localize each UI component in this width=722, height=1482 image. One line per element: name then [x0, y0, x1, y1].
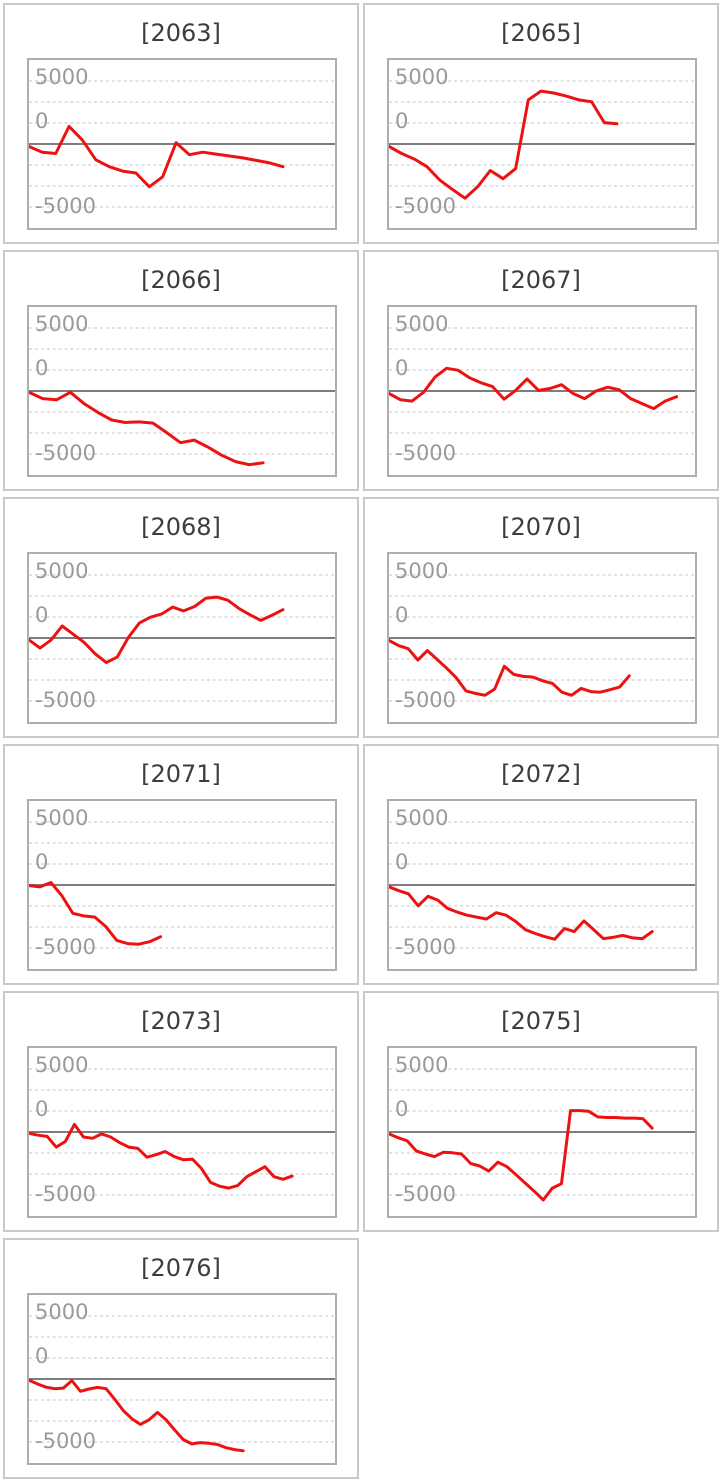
line-chart-svg [389, 327, 695, 455]
y-tick-0: 0 [395, 603, 409, 627]
y-tick-5000: 5000 [395, 559, 449, 583]
empty-cell [363, 1238, 719, 1479]
chart-title: [2073] [141, 1007, 221, 1035]
y-tick-5000: 5000 [35, 312, 89, 336]
y-tick-neg5000: -5000 [35, 688, 97, 712]
chart-card: [2072] 5000 0 -5000 [363, 744, 719, 985]
y-tick-neg5000: -5000 [35, 194, 97, 218]
y-tick-0: 0 [35, 109, 49, 133]
chart-card: [2066] 5000 0 -5000 [3, 250, 359, 491]
chart-card: [2073] 5000 0 -5000 [3, 991, 359, 1232]
y-tick-5000: 5000 [35, 559, 89, 583]
plot-area: 5000 0 -5000 [27, 58, 337, 230]
y-tick-5000: 5000 [395, 312, 449, 336]
y-tick-5000: 5000 [395, 1053, 449, 1077]
y-tick-5000: 5000 [35, 65, 89, 89]
data-line-2070 [389, 639, 631, 697]
line-chart-svg [29, 574, 335, 702]
y-tick-neg5000: -5000 [35, 1429, 97, 1453]
chart-card: [2068] 5000 0 -5000 [3, 497, 359, 738]
y-tick-5000: 5000 [395, 65, 449, 89]
data-line-2067 [389, 366, 679, 411]
data-line-2063 [29, 124, 285, 189]
y-tick-0: 0 [395, 109, 409, 133]
chart-title: [2076] [141, 1254, 221, 1282]
plot-area: 5000 0 -5000 [387, 799, 697, 971]
chart-card: [2075] 5000 0 -5000 [363, 991, 719, 1232]
chart-title: [2065] [501, 19, 581, 47]
y-tick-neg5000: -5000 [395, 194, 457, 218]
chart-title: [2070] [501, 513, 581, 541]
data-line-2071 [29, 881, 163, 946]
line-chart-svg [29, 80, 335, 208]
line-chart-svg [389, 821, 695, 949]
plot-area: 5000 0 -5000 [387, 58, 697, 230]
plot-area: 5000 0 -5000 [387, 305, 697, 477]
y-tick-0: 0 [395, 850, 409, 874]
y-tick-neg5000: -5000 [35, 935, 97, 959]
plot-area: 5000 0 -5000 [387, 1046, 697, 1218]
data-line-2066 [29, 390, 265, 467]
y-tick-0: 0 [395, 1097, 409, 1121]
data-line-2068 [29, 595, 285, 665]
line-chart-svg [389, 80, 695, 208]
line-chart-svg [29, 327, 335, 467]
y-tick-0: 0 [35, 356, 49, 380]
chart-card: [2065] 5000 0 -5000 [363, 3, 719, 244]
plot-area: 5000 0 -5000 [387, 552, 697, 724]
chart-title: [2067] [501, 266, 581, 294]
chart-card: [2067] 5000 0 -5000 [363, 250, 719, 491]
y-tick-neg5000: -5000 [395, 1182, 457, 1206]
data-line-2065 [389, 89, 619, 200]
y-tick-neg5000: -5000 [395, 688, 457, 712]
y-tick-0: 0 [35, 1097, 49, 1121]
y-tick-neg5000: -5000 [35, 441, 97, 465]
plot-area: 5000 0 -5000 [27, 1293, 337, 1465]
chart-card: [2071] 5000 0 -5000 [3, 744, 359, 985]
y-tick-0: 0 [395, 356, 409, 380]
chart-title: [2075] [501, 1007, 581, 1035]
y-tick-0: 0 [35, 850, 49, 874]
data-line-2072 [389, 885, 654, 941]
chart-title: [2071] [141, 760, 221, 788]
y-tick-0: 0 [35, 1344, 49, 1368]
y-tick-neg5000: -5000 [395, 441, 457, 465]
line-chart-svg [29, 821, 335, 949]
chart-title: [2066] [141, 266, 221, 294]
data-line-2076 [29, 1378, 245, 1453]
y-tick-5000: 5000 [35, 1300, 89, 1324]
plot-area: 5000 0 -5000 [27, 552, 337, 724]
y-tick-neg5000: -5000 [395, 935, 457, 959]
y-tick-5000: 5000 [395, 806, 449, 830]
y-tick-neg5000: -5000 [35, 1182, 97, 1206]
chart-title: [2068] [141, 513, 221, 541]
line-chart-svg [389, 574, 695, 702]
chart-title: [2072] [501, 760, 581, 788]
line-chart-svg [389, 1068, 695, 1202]
plot-area: 5000 0 -5000 [27, 305, 337, 477]
chart-card: [2070] 5000 0 -5000 [363, 497, 719, 738]
chart-card: [2063] 5000 0 -5000 [3, 3, 359, 244]
chart-card: [2076] 5000 0 -5000 [3, 1238, 359, 1479]
data-line-2073 [29, 1122, 294, 1190]
y-tick-5000: 5000 [35, 806, 89, 830]
chart-title: [2063] [141, 19, 221, 47]
plot-area: 5000 0 -5000 [27, 1046, 337, 1218]
y-tick-0: 0 [35, 603, 49, 627]
y-tick-5000: 5000 [35, 1053, 89, 1077]
data-line-2075 [389, 1109, 654, 1202]
plot-area: 5000 0 -5000 [27, 799, 337, 971]
line-chart-svg [29, 1315, 335, 1453]
line-chart-svg [29, 1068, 335, 1196]
